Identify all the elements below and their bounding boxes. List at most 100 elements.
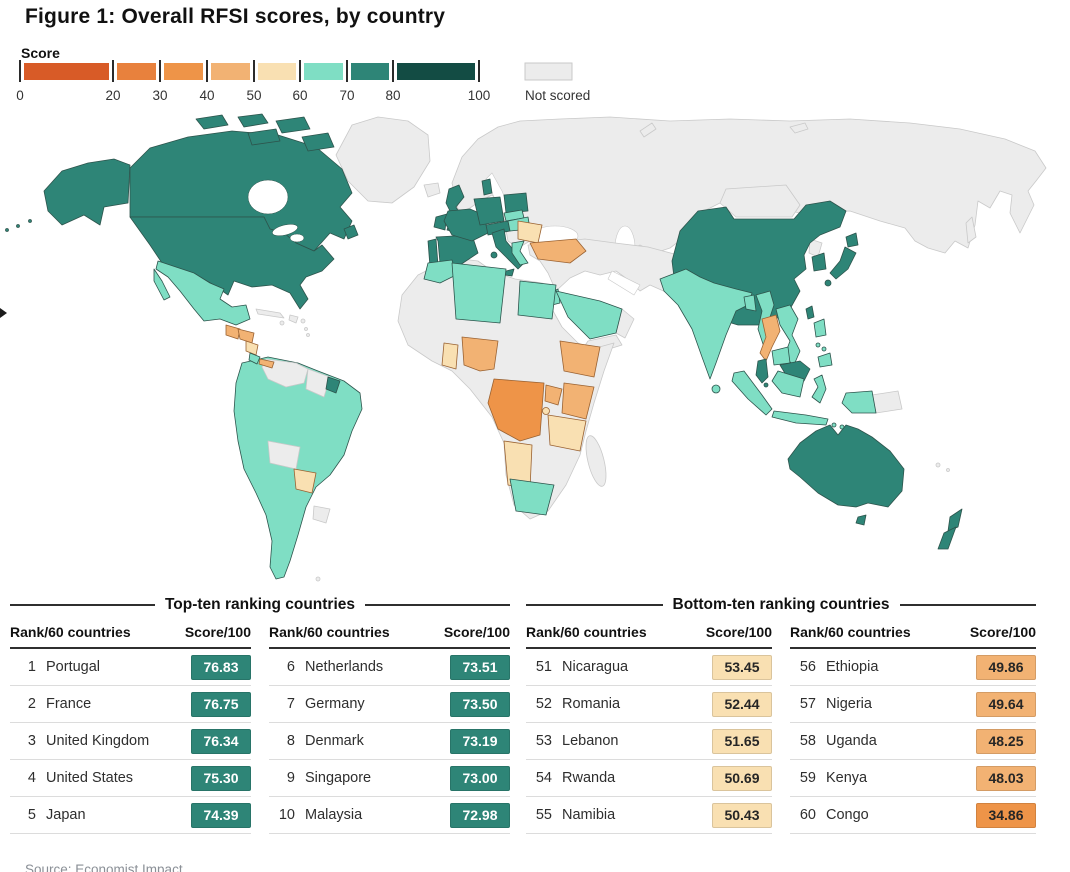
legend-tick-label: 50 [246,88,261,103]
country-guatemala [225,324,241,340]
country-sakhalin [965,216,977,244]
indonesia-papua [841,390,877,414]
philippines-mindanao [817,352,833,368]
indonesia-java [771,410,829,426]
table-row: 5 Japan 74.39 [10,797,251,834]
table-row: 58 Uganda 48.25 [790,723,1036,760]
country-mexico [155,260,251,326]
country-cambodia [771,346,791,366]
ranking-tables: Top-ten ranking countries Rank/60 countr… [10,596,1060,834]
legend-segment-30-40 [164,63,203,80]
country-ethiopia [559,340,601,378]
legend-segment-50-60 [258,63,296,80]
aleutian-islands [5,228,9,232]
indonesia-kalimantan [771,370,805,398]
country-taiwan [805,305,815,320]
country-thailand [759,314,781,362]
new-zealand-north [947,508,963,532]
score-badge: 53.45 [712,654,772,680]
country-singapore [763,382,769,388]
country-uganda [544,384,563,406]
table-row: 57 Nigeria 49.64 [790,686,1036,723]
score-badge: 49.64 [976,691,1036,717]
score-badge: 73.00 [450,765,510,791]
philippines-luzon [813,318,827,338]
philippines-visayas [815,342,821,348]
country-guyana-suriname [305,368,331,398]
sardinia [490,251,498,259]
hudson-bay [247,179,289,215]
legend-score-label: Score [21,45,60,61]
canadian-arctic-islands [247,128,281,146]
country-romania [517,220,543,244]
country-costa-rica [248,352,261,365]
country-egypt [517,280,557,320]
region-french-guiana [325,376,341,394]
bottom-ten-title: Bottom-ten ranking countries [526,596,1037,614]
legend-segment-40-50 [211,63,250,80]
top-ten-title: Top-ten ranking countries [10,596,510,614]
aleutian-islands [28,219,32,223]
philippines-visayas [821,346,827,352]
pacific-islands [935,462,941,468]
table-row: 52 Romania 52.44 [526,686,772,723]
rank-header: Rank/60 countries [526,624,647,640]
rank-header: Rank/60 countries [790,624,911,640]
canadian-arctic-islands [237,113,269,128]
table-row: 60 Congo 34.86 [790,797,1036,834]
country-rwanda [542,407,550,415]
legend-segment-20-30 [117,63,156,80]
country-papua-new-guinea [871,390,903,414]
indonesia-sulawesi [811,374,827,404]
country-venezuela [261,358,309,388]
table-row: 8 Denmark 73.19 [269,723,510,760]
bottom-ten-col-2: Rank/60 countries Score/100 56 Ethiopia 49… [790,624,1036,834]
score-badge: 76.83 [191,654,251,680]
tasmania [855,514,867,526]
country-ghana [441,342,459,370]
lesser-sunda-islands [831,422,837,428]
country-congo-drc [487,378,545,442]
japan-kyushu [824,279,832,287]
score-badge: 76.34 [191,728,251,754]
bottom-ten-col-1: Rank/60 countries Score/100 51 Nicaragua 5… [526,624,772,834]
score-badge: 73.51 [450,654,510,680]
table-row: 4 United States 75.30 [10,760,251,797]
country-panama [258,358,275,369]
figure-title: Figure 1: Overall RFSI scores, by countr… [25,5,446,28]
table-row: 53 Lebanon 51.65 [526,723,772,760]
country-alaska [43,158,131,226]
country-paraguay [293,468,317,494]
region-novaya-zemlya [639,122,657,138]
legend-tick [112,60,114,82]
score-header: Score/100 [184,624,251,640]
canadian-arctic-islands [195,114,229,130]
country-tanzania [547,414,587,452]
great-lakes [272,223,298,237]
score-badge: 72.98 [450,802,510,828]
region-severnaya [789,122,809,134]
score-badge: 75.30 [191,765,251,791]
country-nicaragua [245,340,259,356]
country-morocco [423,259,457,284]
legend-tick-label: 40 [199,88,214,103]
title-rule [10,604,155,606]
legend-tick [346,60,348,82]
legend-tick-label: 70 [339,88,354,103]
bottom-ten-group: Bottom-ten ranking countries Rank/60 cou… [526,596,1037,834]
country-germany-benelux [473,196,505,226]
region-north-eurasia [451,116,1047,254]
legend-tick-label: 30 [152,88,167,103]
score-badge: 34.86 [976,802,1036,828]
score-header: Score/100 [705,624,772,640]
legend-tick-label: 100 [468,88,491,103]
country-algeria [451,262,507,324]
table-header: Rank/60 countries Score/100 [10,624,251,649]
legend-tick [392,60,394,82]
left-edge-arrow-icon [0,308,7,318]
top-ten-col-2: Rank/60 countries Score/100 6 Netherlands… [269,624,510,834]
new-zealand-south [937,526,957,550]
country-greenland [335,116,431,204]
legend-tick [253,60,255,82]
persian-gulf [607,270,641,296]
